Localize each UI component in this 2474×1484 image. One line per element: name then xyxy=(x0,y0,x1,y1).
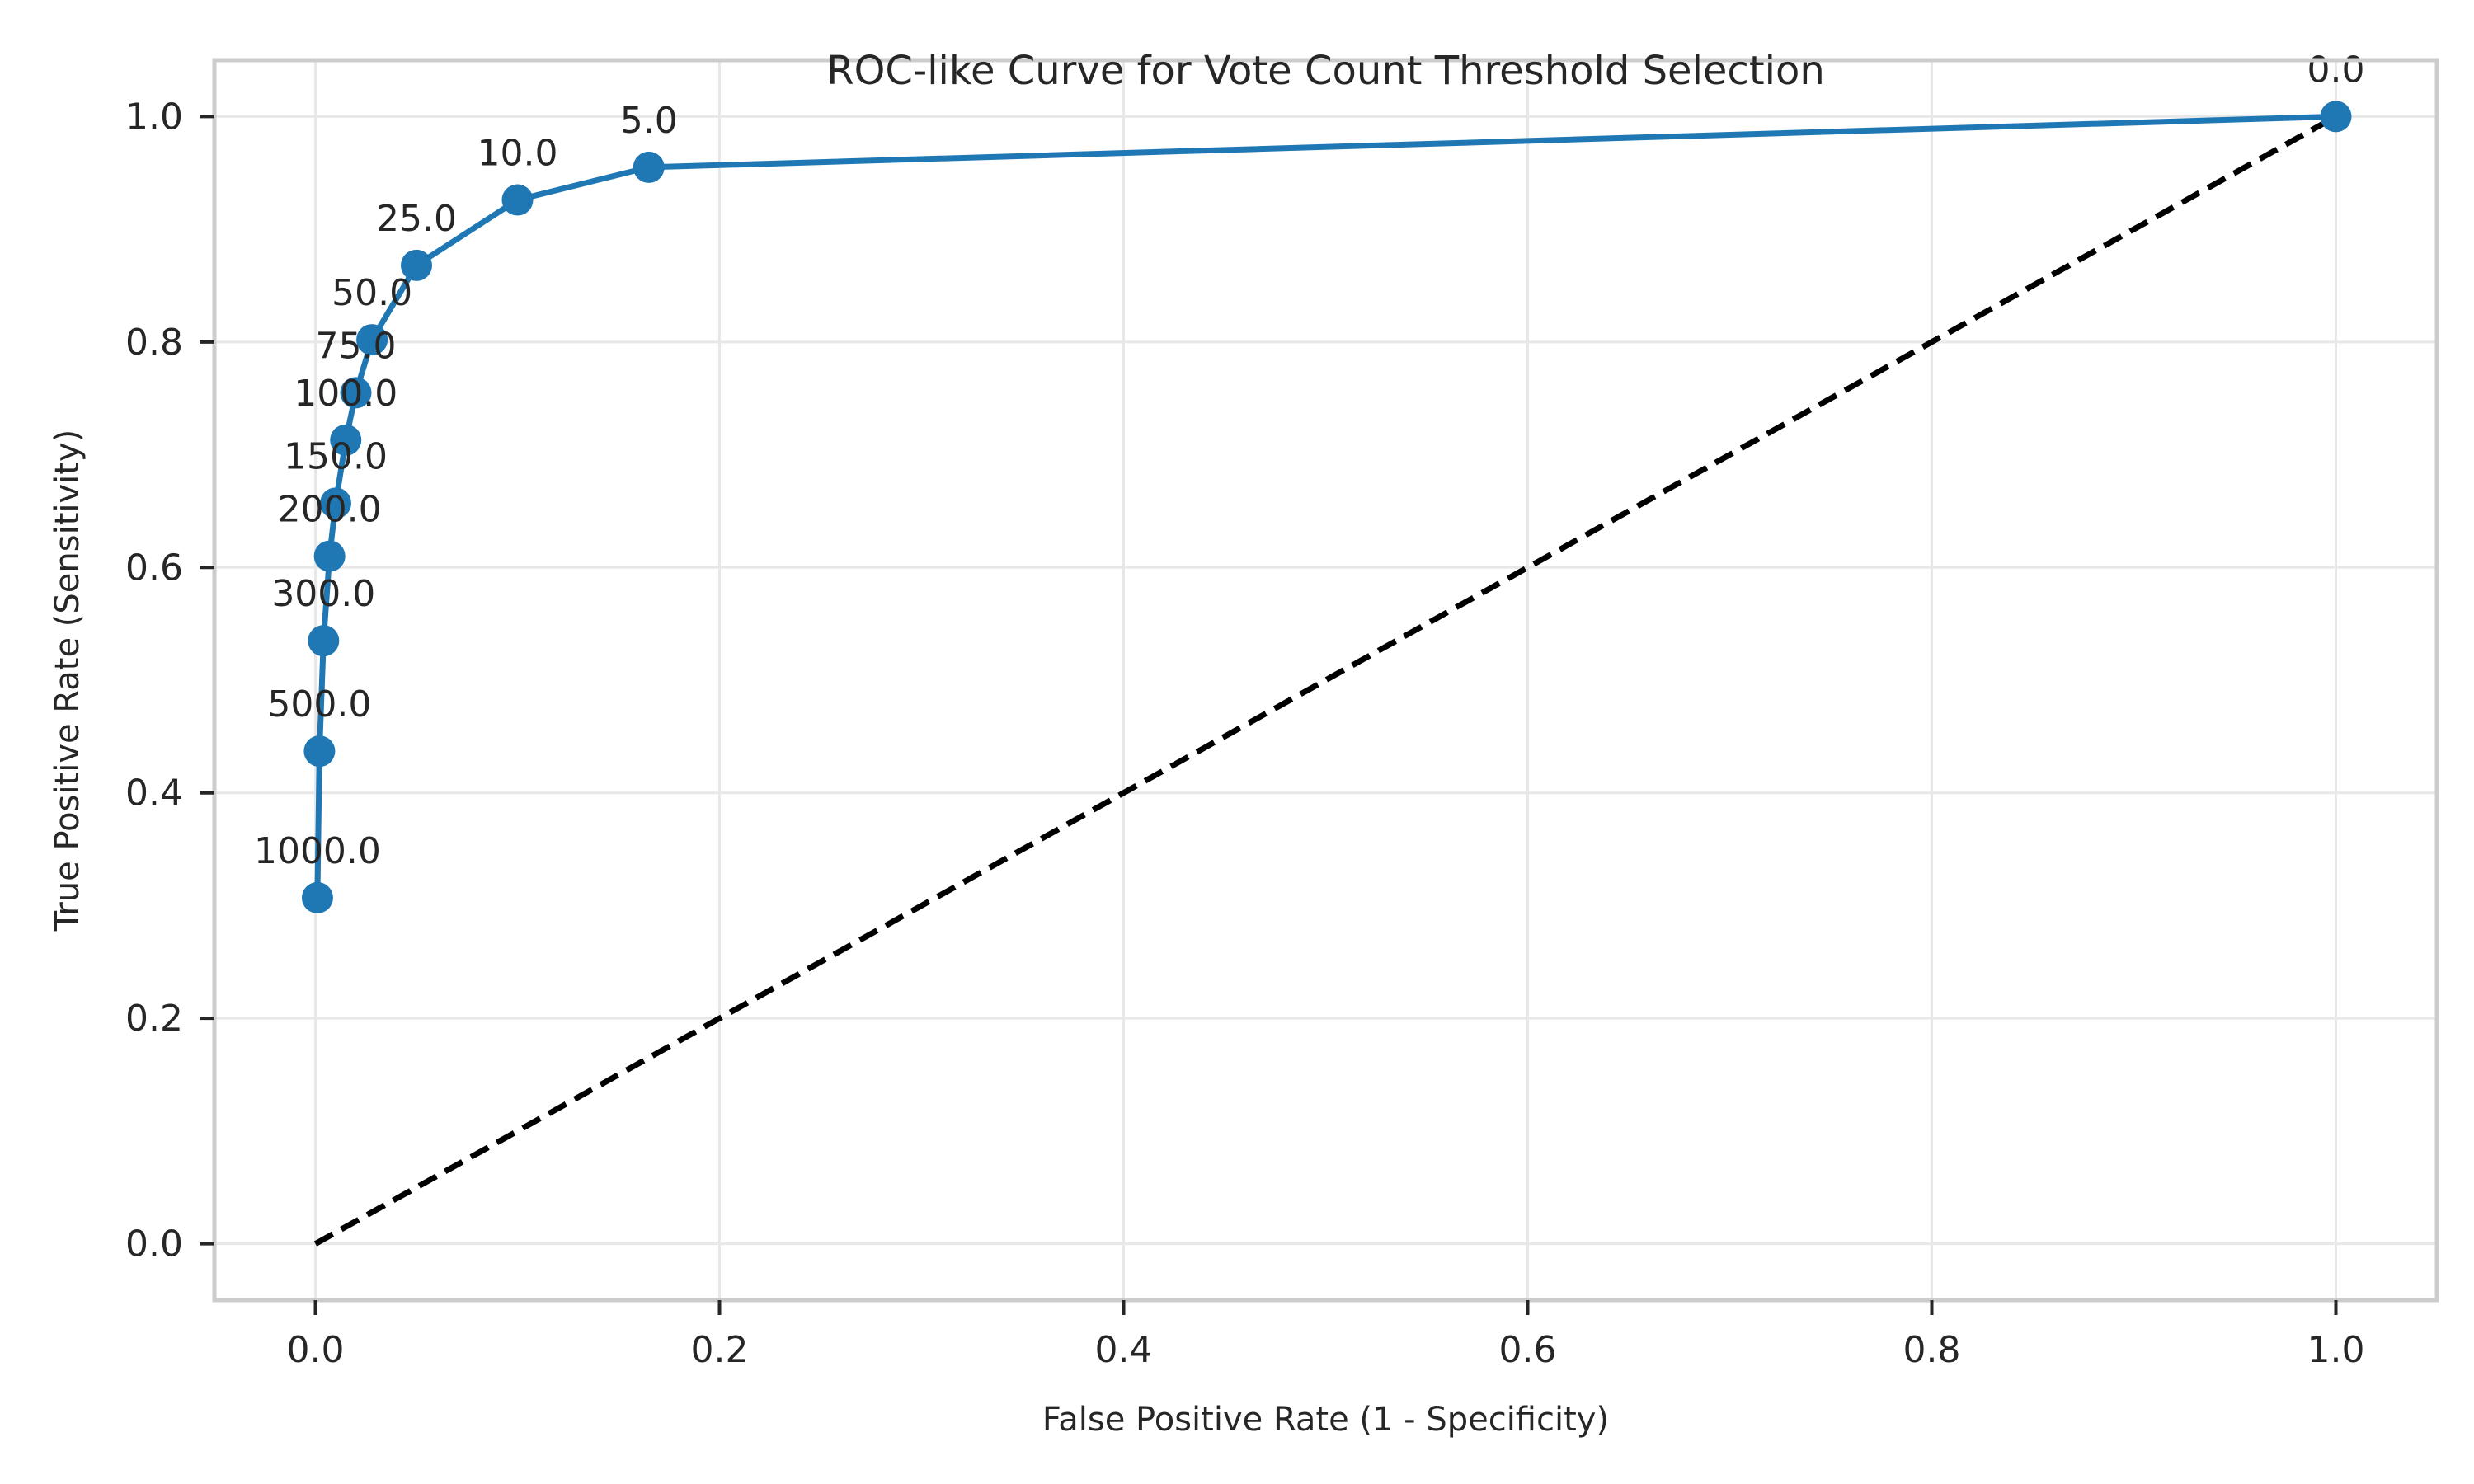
roc-point xyxy=(356,324,388,356)
x-axis-label: False Positive Rate (1 - Specificity) xyxy=(1042,1401,1609,1439)
x-tick-label: 0.6 xyxy=(1499,1329,1557,1371)
roc-point xyxy=(2320,101,2352,133)
x-tick-label: 0.0 xyxy=(287,1329,345,1371)
x-tick-label: 0.2 xyxy=(691,1329,749,1371)
y-tick-label: 0.4 xyxy=(125,773,183,815)
roc-markers xyxy=(301,101,2352,913)
plot-frame xyxy=(212,58,2439,1303)
roc-point xyxy=(320,487,351,519)
axis-tick-labels: 0.0 0.2 0.4 0.6 0.8 1.0 0.0 0.2 0.4 0.6 0.8 1.0 xyxy=(125,96,2364,1371)
chance-reference-line xyxy=(313,114,2338,1247)
y-tick-label: 0.8 xyxy=(125,322,183,364)
roc-point xyxy=(313,540,346,572)
threshold-label: 300.0 xyxy=(271,573,375,615)
roc-curve-line xyxy=(314,113,2336,898)
x-tick-label: 0.8 xyxy=(1903,1329,1961,1371)
y-tick-label: 0.0 xyxy=(125,1223,183,1266)
threshold-label: 10.0 xyxy=(477,133,558,175)
roc-point xyxy=(301,881,333,913)
x-tick-label: 1.0 xyxy=(2307,1329,2365,1371)
roc-point xyxy=(501,184,534,216)
roc-point xyxy=(303,735,336,768)
threshold-label: 75.0 xyxy=(316,325,397,367)
threshold-label: 0.0 xyxy=(2307,49,2365,91)
roc-point xyxy=(340,377,372,409)
threshold-labels: 1000.0 500.0 300.0 200.0 150.0 100.0 75.0 50.0 2… xyxy=(254,49,2365,872)
threshold-label: 50.0 xyxy=(332,272,412,314)
threshold-label: 500.0 xyxy=(267,683,371,726)
threshold-label: 5.0 xyxy=(620,100,678,142)
threshold-label: 25.0 xyxy=(376,198,457,240)
y-tick-label: 0.2 xyxy=(125,998,183,1040)
roc-point xyxy=(401,249,432,281)
y-axis-label: True Positive Rate (Sensitivity) xyxy=(49,430,87,932)
axis-ticks xyxy=(200,115,2338,1315)
threshold-label: 150.0 xyxy=(284,435,388,477)
y-tick-label: 1.0 xyxy=(125,96,183,138)
y-tick-label: 0.6 xyxy=(125,547,183,589)
threshold-label: 1000.0 xyxy=(254,830,381,872)
roc-point xyxy=(308,625,340,657)
grid-lines xyxy=(214,60,2437,1300)
x-tick-label: 0.4 xyxy=(1095,1329,1153,1371)
roc-point xyxy=(633,151,665,183)
chart-title: ROC-like Curve for Vote Count Threshold … xyxy=(826,48,1825,94)
threshold-label: 200.0 xyxy=(278,489,382,531)
roc-point xyxy=(330,424,362,456)
threshold-label: 100.0 xyxy=(294,373,397,415)
